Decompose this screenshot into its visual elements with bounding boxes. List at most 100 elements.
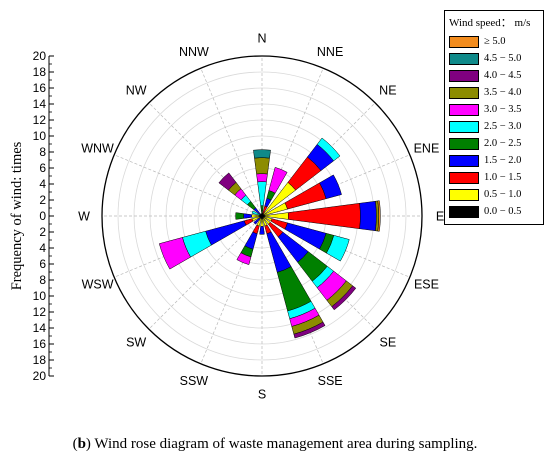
legend-label: 3.5 − 4.0: [484, 87, 522, 98]
radial-tick-label: 16: [33, 337, 47, 351]
legend-item-1-0-1-5: 1.0 − 1.5: [449, 169, 539, 186]
radial-tick-label: 8: [39, 273, 46, 287]
legend-item-3-5-4-0: 3.5 − 4.0: [449, 84, 539, 101]
legend-swatch: [449, 52, 479, 65]
wedge-nnw-0-0-0-5: [260, 213, 263, 217]
wedge-n-3-0-3-5: [256, 173, 268, 183]
legend-swatch: [449, 188, 479, 201]
direction-label-nne: NNE: [317, 45, 343, 59]
legend-swatch: [449, 103, 479, 116]
caption-text: ) Wind rose diagram of waste management …: [85, 436, 478, 452]
legend-label: 4.0 − 4.5: [484, 70, 522, 81]
legend-label: 1.5 − 2.0: [484, 155, 522, 166]
wedge-ssw-3-0-3-5: [236, 252, 252, 265]
caption-prefix: (: [72, 436, 78, 452]
legend-item-4-0-4-5: 4.0 − 4.5: [449, 67, 539, 84]
wedge-ene-1-5-2-0: [319, 174, 342, 200]
legend-item-0-5-1-0: 0.5 − 1.0: [449, 186, 539, 203]
legend-label: 2.0 − 2.5: [484, 138, 522, 149]
grid-spoke: [200, 68, 263, 217]
wedge-w-1-5-2-0: [243, 213, 252, 219]
direction-label-w: W: [78, 210, 90, 224]
legend-item-3-0-3-5: 3.0 − 3.5: [449, 101, 539, 118]
direction-label-wnw: WNW: [81, 141, 114, 155]
radial-tick-label: 4: [39, 241, 46, 255]
direction-label-ene: ENE: [414, 141, 440, 155]
direction-label-n: N: [257, 32, 266, 46]
direction-label-ssw: SSW: [180, 374, 209, 388]
radial-axis-title: Frequency of wind: times: [9, 141, 25, 290]
legend-item-2-0-2-5: 2.0 − 2.5: [449, 135, 539, 152]
wedge-n-3-5-4-0: [254, 157, 270, 175]
radial-tick-label: 6: [39, 257, 46, 271]
direction-label-e: E: [436, 210, 444, 224]
radial-tick-label: 2: [39, 193, 46, 207]
wedge-e-1-5-2-0: [359, 200, 377, 232]
wedge-e-1-0-1-5: [287, 202, 361, 230]
radial-tick-label: 20: [33, 369, 47, 383]
radial-tick-label: 2: [39, 225, 46, 239]
legend-swatch: [449, 86, 479, 99]
legend-label: 1.0 − 1.5: [484, 172, 522, 183]
radial-tick-label: 10: [33, 289, 47, 303]
wedge-ese-2-5-3-0: [326, 235, 350, 262]
legend-label: 3.0 − 3.5: [484, 104, 522, 115]
legend-swatch: [449, 154, 479, 167]
direction-label-ese: ESE: [414, 278, 439, 292]
radial-tick-label: 8: [39, 145, 46, 159]
radial-tick-label: 14: [33, 321, 47, 335]
wedge-nw-4-0-4-5: [218, 172, 237, 191]
wedge-sse-4-0-4-5: [293, 321, 326, 339]
figure-caption: (b) Wind rose diagram of waste managemen…: [0, 436, 550, 453]
grid-spoke: [148, 215, 263, 330]
wedge-wnw-2-5-3-0: [251, 210, 261, 216]
legend-swatch: [449, 171, 479, 184]
wedge-w-2-0-2-5: [235, 212, 245, 220]
wedge-n-2-5-3-0: [257, 181, 267, 206]
grid-circle-20: [101, 55, 423, 377]
direction-label-nw: NW: [126, 84, 147, 98]
direction-label-ne: NE: [379, 84, 396, 98]
wedge-se-4-0-4-5: [331, 285, 357, 311]
legend-label: 4.5 − 5.0: [484, 53, 522, 64]
radial-tick-label: 14: [33, 97, 47, 111]
legend-swatch: [449, 137, 479, 150]
grid-spoke: [114, 154, 263, 217]
direction-label-nnw: NNW: [179, 45, 209, 59]
direction-label-wsw: WSW: [82, 278, 114, 292]
legend-title: Wind speed： m/s: [449, 17, 531, 29]
radial-tick-label: 18: [33, 65, 47, 79]
legend-label: 0.0 − 0.5: [484, 206, 522, 217]
legend: Wind speed： m/s ≥ 5.0 4.5 − 5.0 4.0 − 4.5 3…: [444, 10, 544, 225]
radial-tick-label: 16: [33, 81, 47, 95]
direction-label-s: S: [258, 388, 266, 402]
radial-tick-label: 10: [33, 129, 47, 143]
legend-swatch: [449, 120, 479, 133]
radial-tick-label: 12: [33, 305, 47, 319]
legend-item-4-5-5-0: 4.5 − 5.0: [449, 50, 539, 67]
legend-label: 2.5 − 3.0: [484, 121, 522, 132]
legend-swatch: [449, 69, 479, 82]
radial-tick-label: 18: [33, 353, 47, 367]
legend-item-0-0-0-5: 0.0 − 0.5: [449, 203, 539, 220]
wedge-sw-1-5-2-0: [253, 217, 261, 225]
legend-items: ≥ 5.0 4.5 − 5.0 4.0 − 4.5 3.5 − 4.0 3.0 − 3.…: [449, 33, 539, 220]
legend-item-2-5-3-0: 2.5 − 3.0: [449, 118, 539, 135]
wedge-nne-3-0-3-5: [268, 167, 288, 194]
wedge-ne-2-5-3-0: [316, 137, 341, 162]
radial-tick-label: 0: [39, 209, 46, 223]
radial-tick-label: 6: [39, 161, 46, 175]
radial-tick-label: 4: [39, 177, 46, 191]
radial-tick-label: 12: [33, 113, 47, 127]
radial-tick-label: 20: [33, 49, 47, 63]
wedge-n-4-5-5-0: [253, 149, 271, 159]
direction-label-se: SE: [380, 335, 397, 349]
legend-item-5-0: ≥ 5.0: [449, 33, 539, 50]
direction-label-sw: SW: [126, 335, 146, 349]
legend-label: 0.5 − 1.0: [484, 189, 522, 200]
direction-label-sse: SSE: [318, 374, 343, 388]
legend-item-1-5-2-0: 1.5 − 2.0: [449, 152, 539, 169]
caption-label: b: [77, 436, 86, 452]
wedge-wsw-3-0-3-5: [158, 237, 191, 270]
